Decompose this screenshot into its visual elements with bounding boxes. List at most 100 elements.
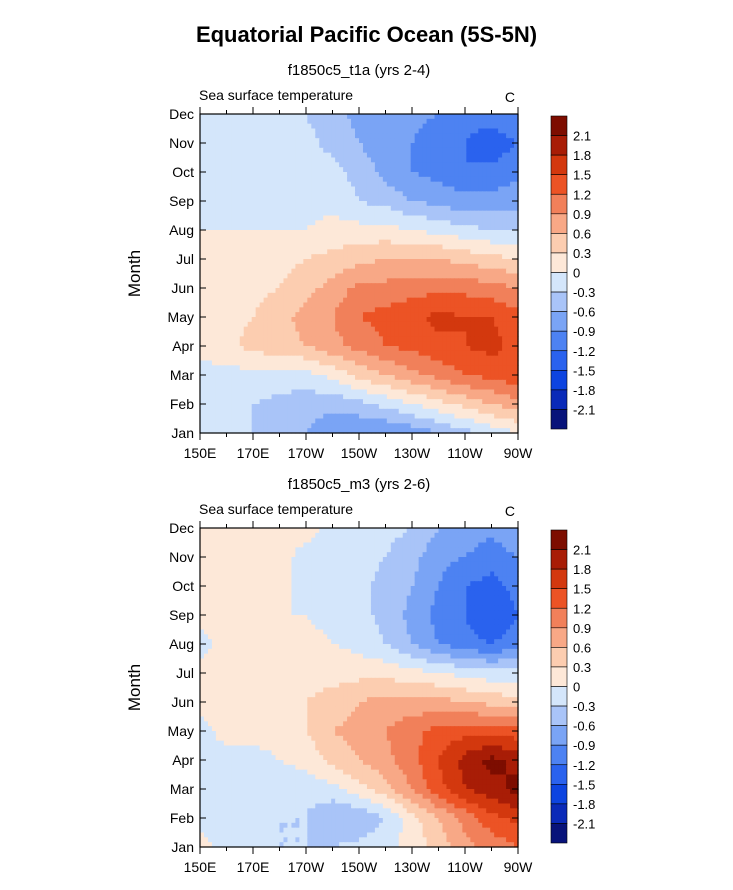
heatmap-cell — [315, 408, 320, 415]
heatmap-cell — [331, 384, 336, 391]
heatmap-cell — [426, 230, 432, 236]
heatmap-cell — [359, 259, 364, 265]
heatmap-cell — [438, 312, 444, 318]
heatmap-cell — [215, 201, 221, 207]
heatmap-cell — [422, 326, 428, 333]
heatmap-cell — [458, 288, 463, 294]
heatmap-cell — [287, 186, 293, 192]
heatmap-cell — [506, 370, 511, 376]
heatmap-cell — [370, 346, 376, 352]
heatmap-cell — [490, 346, 495, 352]
heatmap-cell — [271, 389, 277, 395]
heatmap-cell — [494, 128, 499, 134]
heatmap-cell — [271, 283, 277, 289]
heatmap-cell — [339, 326, 344, 333]
heatmap-cell — [394, 205, 400, 212]
heatmap-cell — [223, 249, 229, 255]
heatmap-cell — [255, 399, 261, 405]
heatmap-cell — [299, 375, 304, 381]
heatmap-cell — [418, 408, 424, 415]
heatmap-cell — [506, 278, 511, 284]
heatmap-cell — [466, 288, 471, 294]
heatmap-cell — [510, 162, 515, 168]
heatmap-cell — [482, 143, 487, 149]
heatmap-cell — [239, 350, 245, 357]
heatmap-cell — [243, 128, 249, 134]
heatmap-cell — [394, 215, 400, 221]
heatmap-cell — [458, 186, 463, 192]
chart-panel-1: f1850c5_t1a (yrs 2-4)Sea surface tempera… — [125, 62, 595, 461]
heatmap-cell — [235, 114, 241, 120]
heatmap-cell — [235, 167, 241, 173]
heatmap-cell — [446, 143, 452, 149]
heatmap-cell — [239, 346, 245, 352]
heatmap-cell — [219, 268, 225, 275]
heatmap-cell — [486, 147, 491, 154]
heatmap-cell — [283, 239, 289, 246]
heatmap-cell — [450, 365, 456, 371]
heatmap-cell — [414, 244, 420, 250]
heatmap-cell — [406, 321, 412, 328]
heatmap-cell — [235, 317, 241, 323]
heatmap-cell — [323, 167, 328, 173]
heatmap-cell — [414, 152, 420, 159]
heatmap-cell — [319, 268, 324, 275]
heatmap-cell — [410, 210, 416, 217]
heatmap-cell — [267, 215, 273, 221]
heatmap-cell — [239, 118, 245, 125]
heatmap-cell — [315, 288, 320, 294]
heatmap-cell — [303, 408, 308, 415]
heatmap-cell — [430, 331, 436, 337]
heatmap-cell — [410, 201, 416, 207]
heatmap-cell — [490, 370, 495, 376]
heatmap-cell — [394, 283, 400, 289]
heatmap-cell — [462, 350, 467, 357]
heatmap-cell — [307, 379, 312, 386]
heatmap-cell — [390, 114, 396, 120]
heatmap-cell — [398, 147, 404, 154]
heatmap-cell — [303, 123, 308, 130]
heatmap-cell — [203, 162, 209, 168]
heatmap-cell — [478, 336, 483, 342]
heatmap-cell — [490, 317, 495, 323]
heatmap-cell — [418, 152, 424, 159]
heatmap-cell — [430, 147, 436, 154]
heatmap-cell — [502, 254, 507, 260]
heatmap-cell — [351, 263, 356, 270]
heatmap-cell — [291, 399, 297, 405]
heatmap-cell — [203, 157, 209, 163]
heatmap-cell — [263, 215, 269, 221]
heatmap-cell — [255, 375, 261, 381]
heatmap-cell — [430, 205, 436, 212]
heatmap-cell — [291, 273, 297, 279]
heatmap-cell — [243, 273, 249, 279]
heatmap-cell — [438, 297, 444, 304]
heatmap-cell — [355, 123, 360, 130]
heatmap-cell — [263, 201, 269, 207]
heatmap-cell — [398, 128, 404, 134]
heatmap-cell — [275, 167, 281, 173]
heatmap-cell — [502, 210, 507, 217]
heatmap-cell — [410, 399, 416, 405]
heatmap-cell — [494, 355, 499, 362]
heatmap-cell — [362, 225, 368, 231]
heatmap-cell — [219, 336, 225, 342]
heatmap-cell — [486, 138, 491, 144]
heatmap-cell — [390, 355, 396, 362]
heatmap-cell — [374, 162, 380, 168]
heatmap-cell — [359, 278, 364, 284]
heatmap-cell — [410, 205, 416, 212]
heatmap-cell — [506, 389, 511, 395]
heatmap-cell — [486, 143, 491, 149]
heatmap-cell — [343, 205, 348, 212]
heatmap-cell — [390, 336, 396, 342]
heatmap-cell — [490, 138, 495, 144]
heatmap-cell — [442, 355, 448, 362]
heatmap-cell — [378, 196, 384, 202]
heatmap-cell — [462, 365, 467, 371]
heatmap-cell — [239, 138, 245, 144]
heatmap-cell — [430, 114, 436, 120]
heatmap-cell — [506, 350, 511, 357]
heatmap-cell — [327, 259, 332, 265]
heatmap-cell — [323, 176, 328, 183]
